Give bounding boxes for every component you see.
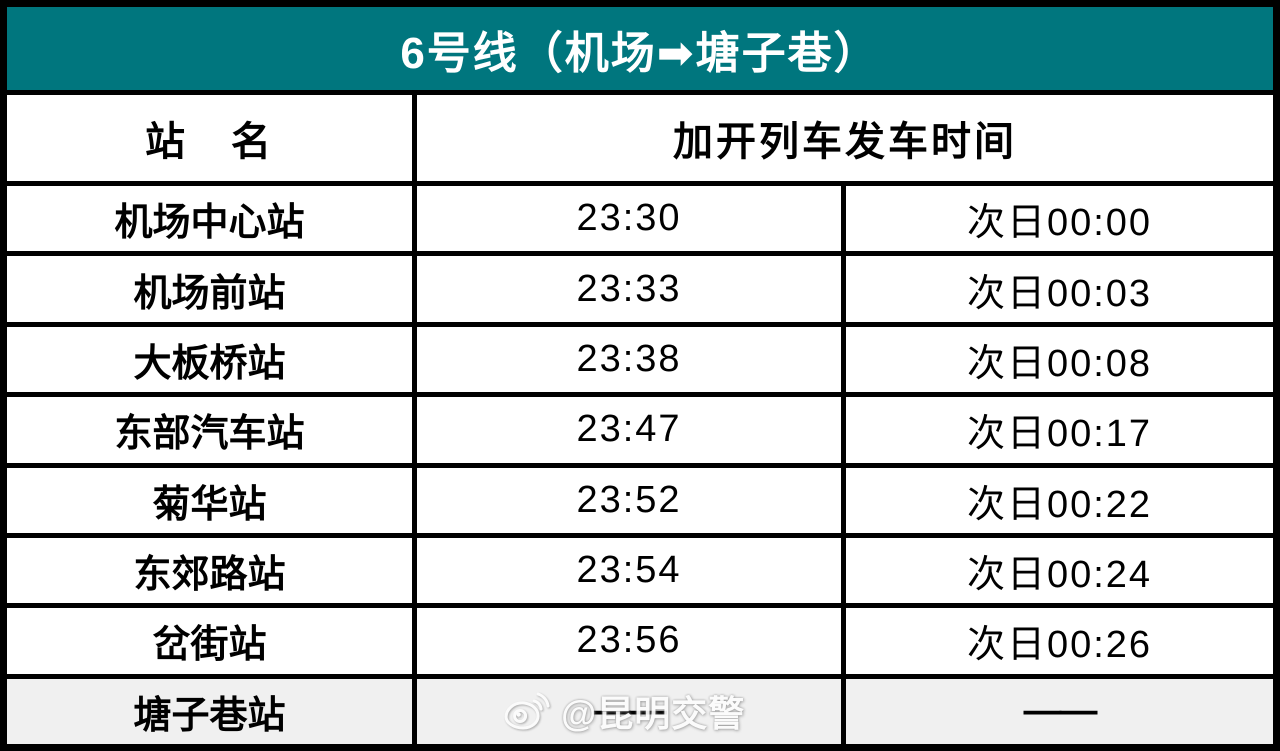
table-title: 6号线（机场➡塘子巷） [7,7,1273,90]
departure-time-2: —— [846,678,1273,744]
departure-time-2: 次日00:17 [846,397,1273,463]
station-name: 机场前站 [7,256,412,322]
station-name: 大板桥站 [7,326,412,393]
departure-time-2: 次日00:22 [846,467,1273,533]
departure-time-2: 次日00:00 [846,186,1273,252]
departure-time-1: 23:47 [417,397,841,463]
departure-time-2: 次日00:03 [846,256,1273,322]
station-name: 塘子巷站 [7,678,412,744]
station-name: 机场中心站 [7,186,412,252]
departure-time-1: 23:56 [417,608,841,674]
column-header-station: 站 名 [7,95,412,181]
departure-time-1: 23:54 [417,537,841,604]
column-header-departure-times: 加开列车发车时间 [417,95,1273,181]
departure-time-1: 23:52 [417,467,841,533]
departure-time-1: 23:38 [417,326,841,393]
departure-time-1: 23:30 [417,186,841,252]
departure-time-2: 次日00:24 [846,537,1273,604]
station-name: 岔街站 [7,608,412,674]
departure-time-2: 次日00:26 [846,608,1273,674]
no-service-dash: —— [593,689,667,732]
station-name: 东郊路站 [7,537,412,604]
station-name: 东部汽车站 [7,397,412,463]
no-service-dash: —— [1023,689,1098,732]
weibo-icon [503,691,551,731]
departure-time-2: 次日00:08 [846,326,1273,393]
departure-time-1: 23:33 [417,256,841,322]
station-name: 菊华站 [7,467,412,533]
departure-time-1: —— @昆明交警 [417,678,841,744]
